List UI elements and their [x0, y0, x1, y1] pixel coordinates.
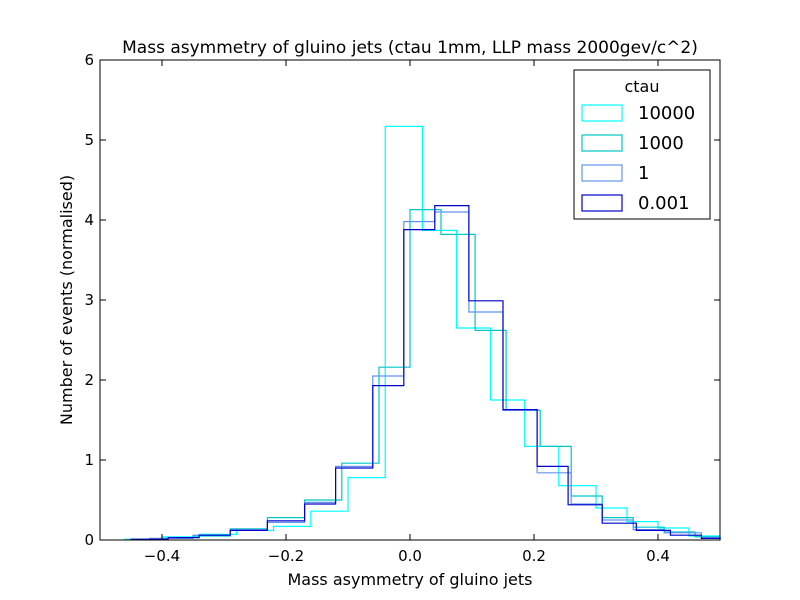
legend-entry: 1 [581, 163, 649, 184]
x-tick-label: −0.2 [268, 547, 304, 565]
legend-label: 0.001 [638, 193, 690, 214]
x-tick-label: −0.4 [144, 547, 180, 565]
legend-entries: 10000 1000 1 0.001 [581, 103, 695, 214]
series-step-line [130, 205, 721, 540]
legend-entry: 10000 [581, 103, 695, 124]
legend-label: 1000 [638, 133, 684, 154]
legend-box [573, 69, 711, 220]
plot-frame [99, 59, 721, 541]
y-tick-label: 5 [84, 131, 94, 149]
legend-entry: 1000 [581, 133, 684, 154]
x-axis-label: Mass asymmetry of gluino jets [287, 570, 532, 589]
y-tick-label: 4 [84, 211, 94, 229]
legend-label: 1 [638, 163, 649, 184]
y-tick-label: 0 [84, 531, 94, 549]
legend: ctau 10000 1000 1 0.001 [573, 69, 711, 220]
legend-swatch [581, 194, 623, 212]
legend-swatch [581, 134, 623, 152]
legend-swatch [581, 164, 623, 182]
y-tick-label: 1 [84, 451, 94, 469]
histogram-series-layer [124, 125, 721, 540]
series-step-line [161, 209, 721, 540]
series-2 [149, 211, 721, 540]
x-tick-label: 0.2 [522, 547, 546, 565]
y-tick-label: 2 [84, 371, 94, 389]
chart-title: Mass asymmetry of gluino jets (ctau 1mm,… [122, 38, 698, 58]
x-tick-label: 0.0 [398, 547, 422, 565]
y-tick-label: 6 [84, 51, 94, 69]
y-tick-label: 3 [84, 291, 94, 309]
legend-title: ctau [624, 77, 659, 96]
series-1 [161, 209, 721, 540]
series-step-line [149, 211, 721, 540]
legend-entry: 0.001 [581, 193, 690, 214]
legend-label: 10000 [638, 103, 695, 124]
legend-swatch [581, 104, 623, 122]
x-tick-label: 0.4 [646, 547, 670, 565]
y-axis-label: Number of events (normalised) [57, 175, 76, 425]
series-3 [130, 205, 721, 540]
